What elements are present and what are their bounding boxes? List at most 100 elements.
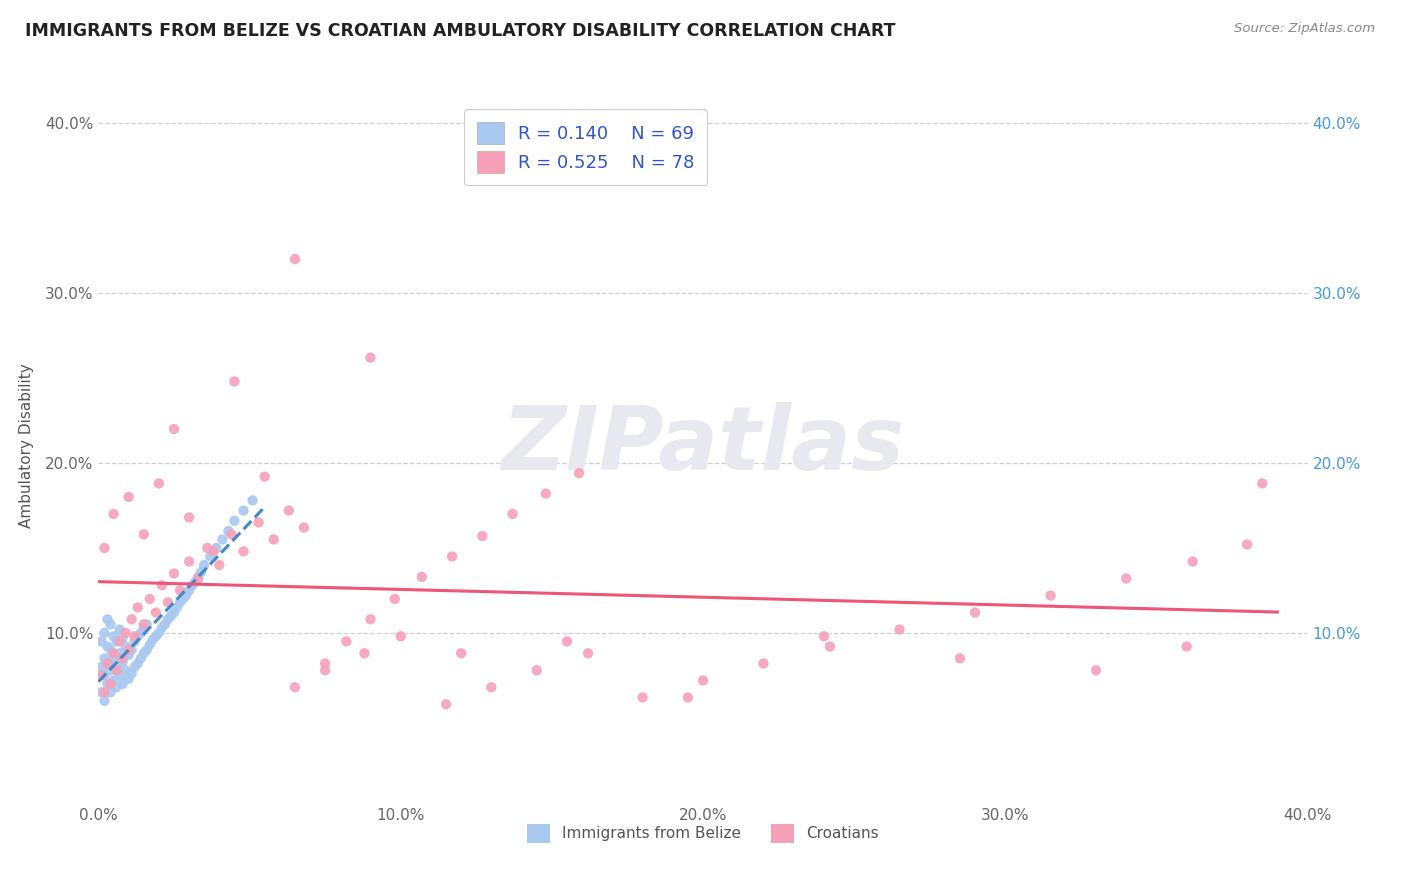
Point	[184, 574, 207, 589]
Point	[277, 503, 299, 517]
Point	[150, 578, 173, 592]
Point	[132, 621, 155, 635]
Point	[90, 660, 112, 674]
Point	[145, 629, 167, 643]
Point	[1181, 555, 1204, 569]
Point	[818, 640, 841, 654]
Point	[105, 680, 128, 694]
Point	[93, 541, 115, 555]
Point	[105, 663, 128, 677]
Point	[96, 677, 118, 691]
Point	[90, 668, 112, 682]
Point	[108, 646, 131, 660]
Point	[150, 621, 173, 635]
Point	[124, 634, 146, 648]
Point	[163, 422, 186, 436]
Point	[153, 617, 176, 632]
Text: ZIPatlas: ZIPatlas	[502, 402, 904, 490]
Point	[93, 685, 115, 699]
Point	[169, 583, 191, 598]
Point	[181, 578, 204, 592]
Point	[263, 533, 285, 547]
Y-axis label: Ambulatory Disability: Ambulatory Disability	[18, 364, 34, 528]
Point	[187, 572, 209, 586]
Point	[114, 663, 136, 677]
Point	[555, 634, 578, 648]
Point	[103, 629, 125, 643]
Point	[100, 685, 122, 699]
Point	[384, 591, 406, 606]
Point	[692, 673, 714, 688]
Point	[135, 617, 157, 632]
Point	[132, 527, 155, 541]
Point	[389, 629, 412, 643]
Point	[179, 583, 201, 598]
Point	[145, 606, 167, 620]
Point	[534, 486, 557, 500]
Point	[124, 629, 146, 643]
Point	[93, 626, 115, 640]
Point	[441, 549, 464, 564]
Point	[292, 520, 315, 534]
Point	[965, 606, 987, 620]
Point	[103, 673, 125, 688]
Point	[93, 668, 115, 682]
Point	[103, 646, 125, 660]
Point	[179, 555, 201, 569]
Point	[108, 668, 131, 682]
Point	[100, 677, 122, 691]
Point	[96, 612, 118, 626]
Point	[90, 634, 112, 648]
Point	[202, 544, 225, 558]
Point	[242, 493, 264, 508]
Point	[360, 351, 382, 365]
Point	[160, 608, 183, 623]
Point	[103, 651, 125, 665]
Point	[232, 544, 254, 558]
Point	[129, 651, 152, 665]
Point	[118, 643, 141, 657]
Point	[142, 632, 165, 647]
Point	[105, 634, 128, 648]
Point	[224, 375, 246, 389]
Legend: Immigrants from Belize, Croatians: Immigrants from Belize, Croatians	[520, 818, 886, 848]
Point	[813, 629, 835, 643]
Point	[502, 507, 524, 521]
Point	[284, 680, 307, 694]
Point	[172, 591, 194, 606]
Point	[118, 648, 141, 662]
Point	[90, 685, 112, 699]
Point	[353, 646, 375, 660]
Point	[224, 514, 246, 528]
Point	[1039, 589, 1062, 603]
Point	[205, 541, 228, 555]
Point	[163, 566, 186, 581]
Point	[253, 469, 276, 483]
Point	[200, 549, 222, 564]
Point	[411, 570, 433, 584]
Point	[208, 558, 231, 572]
Point	[108, 623, 131, 637]
Point	[217, 524, 239, 538]
Point	[187, 570, 209, 584]
Point	[481, 680, 503, 694]
Point	[103, 507, 125, 521]
Point	[132, 646, 155, 660]
Point	[179, 510, 201, 524]
Point	[114, 640, 136, 654]
Point	[1251, 476, 1274, 491]
Point	[889, 623, 911, 637]
Point	[105, 660, 128, 674]
Point	[471, 529, 494, 543]
Point	[111, 677, 134, 691]
Point	[450, 646, 472, 660]
Point	[314, 657, 336, 671]
Point	[166, 600, 188, 615]
Point	[1085, 663, 1108, 677]
Point	[526, 663, 548, 677]
Point	[96, 640, 118, 654]
Point	[139, 591, 162, 606]
Point	[111, 651, 134, 665]
Point	[211, 533, 233, 547]
Point	[1236, 537, 1258, 551]
